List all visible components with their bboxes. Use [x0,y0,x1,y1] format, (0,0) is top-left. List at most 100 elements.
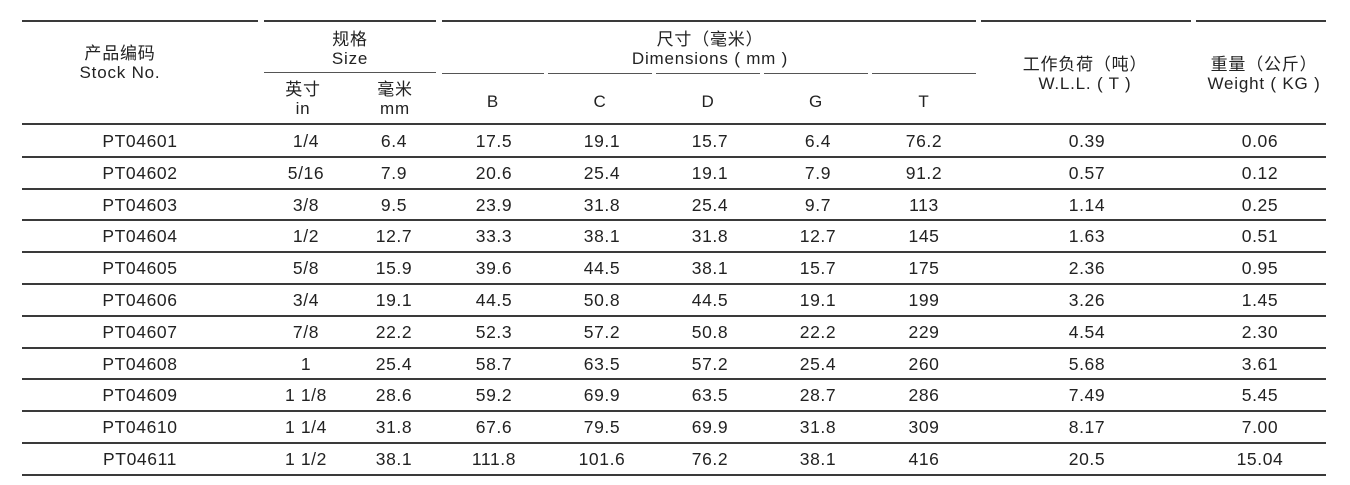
cell-size-in: 1 [300,353,312,374]
row-rule [22,347,1326,349]
cell-size-mm: 12.7 [375,226,413,247]
cell-weight: 5.45 [1241,385,1279,406]
cell-stock-no: PT04602 [102,162,178,183]
cell-dim-c: 25.4 [583,162,621,183]
cell-weight: 15.04 [1236,449,1284,469]
cell-dim-d: 31.8 [691,226,729,247]
cell-size-mm: 19.1 [375,290,413,310]
header-in-cn: 英寸 [285,80,321,99]
cell-weight: 0.12 [1241,162,1279,183]
cell-size-in: 1 1/8 [285,385,327,406]
row-rule [22,219,1326,221]
cell-dim-b: 67.6 [475,417,513,438]
cell-wll: 20.5 [1068,449,1106,469]
cell-size-mm: 25.4 [375,353,413,374]
cell-dim-c: 69.9 [583,385,621,406]
cell-dim-t: 199 [908,290,940,310]
cell-dim-b: 20.6 [475,162,513,183]
cell-dim-t: 76.2 [905,131,943,151]
header-weight-cn: 重量（公斤） [1210,55,1318,74]
cell-size-mm: 15.9 [375,258,413,279]
header-bottom-rule [22,123,1326,125]
cell-size-mm: 28.6 [375,385,413,406]
cell-dim-d: 44.5 [691,290,729,310]
cell-dim-c: 44.5 [583,258,621,279]
cell-wll: 1.14 [1068,194,1106,215]
row-rule [22,474,1326,476]
cell-dim-g: 28.7 [799,385,837,406]
cell-weight: 0.06 [1241,131,1279,151]
cell-dim-b: 59.2 [475,385,513,406]
cell-size-in: 5/8 [292,258,320,279]
cell-dim-g: 25.4 [799,353,837,374]
header-mm-cn: 毫米 [377,80,413,99]
header-size-cn: 规格 [332,30,368,49]
cell-size-in: 5/16 [287,162,325,183]
cell-dim-b: 17.5 [475,131,513,151]
cell-weight: 0.95 [1241,258,1279,279]
header-mm-en: mm [380,99,410,118]
cell-wll: 4.54 [1068,321,1106,342]
cell-weight: 3.61 [1241,353,1279,374]
cell-dim-g: 38.1 [799,449,837,469]
cell-dim-t: 229 [908,321,940,342]
cell-dim-d: 25.4 [691,194,729,215]
cell-size-in: 3/8 [292,194,320,215]
header-t: T [918,92,930,111]
cell-dim-b: 52.3 [475,321,513,342]
cell-dim-t: 416 [908,449,940,469]
header-stock: 产品编码 Stock No. [60,44,180,82]
header-g: G [808,92,824,111]
cell-dim-g: 7.9 [804,162,832,183]
cell-size-mm: 31.8 [375,417,413,438]
cell-dim-c: 50.8 [583,290,621,310]
cell-dim-t: 91.2 [905,162,943,183]
header-c: C [593,92,607,111]
cell-weight: 2.30 [1241,321,1279,342]
header-weight-en: Weight ( KG ) [1207,74,1321,93]
header-wll-en: W.L.L. ( T ) [1038,74,1132,93]
cell-wll: 0.39 [1068,131,1106,151]
cell-dim-d: 57.2 [691,353,729,374]
header-dims-en: Dimensions ( mm ) [631,49,789,68]
header-dims-cn: 尺寸（毫米） [656,30,764,49]
cell-stock-no: PT04601 [102,131,178,151]
row-rule [22,156,1326,158]
cell-dim-c: 79.5 [583,417,621,438]
cell-size-in: 1/4 [292,131,320,151]
dims-subrule-d [656,73,760,74]
dims-subrule-g [764,73,868,74]
cell-dim-c: 31.8 [583,194,621,215]
cell-dim-c: 101.6 [578,449,626,469]
cell-dim-g: 15.7 [799,258,837,279]
cell-dim-d: 50.8 [691,321,729,342]
cell-size-in: 1 1/4 [285,417,327,438]
cell-dim-g: 9.7 [804,194,832,215]
cell-dim-b: 58.7 [475,353,513,374]
cell-wll: 1.63 [1068,226,1106,247]
header-size-en: Size [331,49,369,68]
cell-dim-g: 19.1 [799,290,837,310]
cell-dim-d: 15.7 [691,131,729,151]
top-rule-stock [22,20,258,22]
cell-stock-no: PT04608 [102,353,178,374]
top-rule-wll [981,20,1191,22]
cell-dim-c: 38.1 [583,226,621,247]
cell-dim-c: 57.2 [583,321,621,342]
dims-subrule-t [872,73,976,74]
cell-weight: 0.51 [1241,226,1279,247]
cell-size-mm: 9.5 [380,194,408,215]
cell-size-mm: 6.4 [380,131,408,151]
cell-size-mm: 7.9 [380,162,408,183]
top-rule-weight [1196,20,1326,22]
cell-weight: 1.45 [1241,290,1279,310]
cell-stock-no: PT04604 [102,226,178,247]
cell-dim-b: 23.9 [475,194,513,215]
cell-stock-no: PT04610 [102,417,178,438]
cell-dim-b: 111.8 [471,449,517,469]
cell-dim-t: 175 [908,258,940,279]
cell-size-in: 1/2 [292,226,320,247]
cell-wll: 2.36 [1068,258,1106,279]
row-rule [22,251,1326,253]
row-rule [22,188,1326,190]
